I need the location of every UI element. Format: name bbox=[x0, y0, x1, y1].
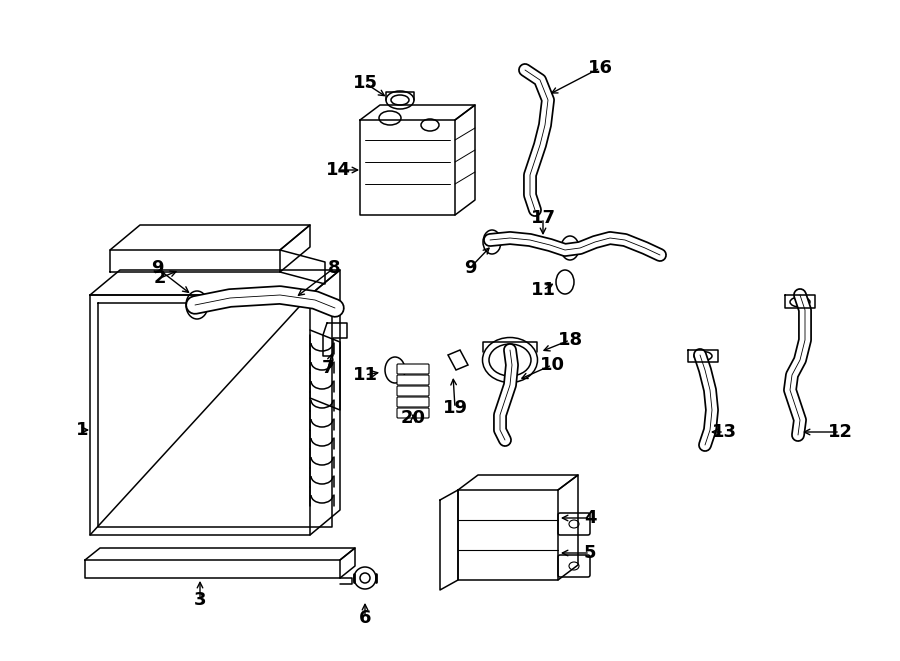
Text: 19: 19 bbox=[443, 399, 467, 417]
Text: 13: 13 bbox=[712, 423, 736, 441]
Text: 6: 6 bbox=[359, 609, 371, 627]
Text: 11: 11 bbox=[530, 281, 555, 299]
Text: 20: 20 bbox=[400, 409, 426, 427]
Text: 7: 7 bbox=[322, 359, 334, 377]
FancyBboxPatch shape bbox=[397, 397, 429, 407]
Text: 14: 14 bbox=[326, 161, 350, 179]
FancyBboxPatch shape bbox=[397, 364, 429, 374]
Text: 10: 10 bbox=[539, 356, 564, 374]
Text: 15: 15 bbox=[353, 74, 377, 92]
FancyBboxPatch shape bbox=[558, 555, 590, 577]
Text: 2: 2 bbox=[154, 269, 166, 287]
FancyBboxPatch shape bbox=[397, 408, 429, 418]
Text: 5: 5 bbox=[584, 544, 596, 562]
Text: 9: 9 bbox=[464, 259, 476, 277]
Text: 9: 9 bbox=[151, 259, 163, 277]
Text: 17: 17 bbox=[530, 209, 555, 227]
Text: 16: 16 bbox=[588, 59, 613, 77]
Text: 12: 12 bbox=[827, 423, 852, 441]
Text: 3: 3 bbox=[194, 591, 206, 609]
FancyBboxPatch shape bbox=[397, 386, 429, 396]
FancyBboxPatch shape bbox=[558, 513, 590, 535]
Text: 11: 11 bbox=[353, 366, 377, 384]
Text: 1: 1 bbox=[76, 421, 88, 439]
Text: 18: 18 bbox=[557, 331, 582, 349]
Text: 8: 8 bbox=[328, 259, 340, 277]
Text: 4: 4 bbox=[584, 509, 596, 527]
FancyBboxPatch shape bbox=[397, 375, 429, 385]
